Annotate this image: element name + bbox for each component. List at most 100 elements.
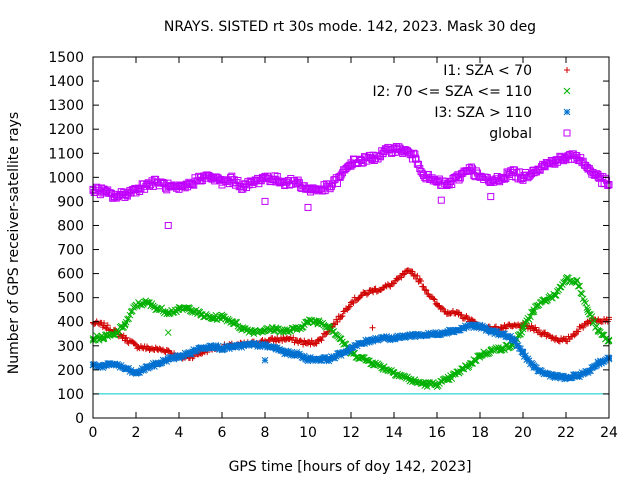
data-point [580,324,587,331]
data-point [594,358,602,366]
data-point [338,313,345,320]
data-point [292,351,300,358]
data-point [221,345,228,353]
x-tick-label: 0 [89,425,98,441]
data-point [190,181,198,189]
data-point [527,313,534,321]
data-point [518,328,526,336]
data-point [431,175,439,183]
data-point [572,152,580,160]
data-point [571,332,578,339]
data-point [598,331,605,338]
data-point [357,293,364,300]
data-point [335,173,343,181]
y-axis-title: Number of GPS receiver-satellite rays [6,112,22,374]
y-tick-label: 200 [57,363,84,379]
data-point [198,177,206,185]
data-point [579,157,587,165]
x-tick-label: 14 [385,425,403,441]
data-point [398,274,405,281]
data-point [595,360,603,368]
series-2 [89,274,613,391]
outlier-point [164,329,172,336]
x-tick-label: 24 [600,425,618,441]
data-point [267,177,275,185]
data-point [564,152,572,160]
data-point [365,290,372,297]
data-point [351,349,359,357]
data-point [593,322,601,330]
outlier-point [487,193,495,201]
data-point [313,340,320,347]
data-point [583,163,591,171]
x-tick-label: 12 [342,425,360,441]
data-point [325,357,333,365]
data-point [278,326,286,333]
data-point [226,345,233,353]
data-point [343,348,351,355]
data-point [275,177,283,185]
data-point [326,355,334,363]
data-point [386,336,394,344]
data-point [472,167,480,175]
x-axis-title: GPS time [hours of doy 142, 2023] [229,459,472,475]
y-tick-label: 1200 [48,122,84,138]
data-point [590,317,598,325]
data-point [288,348,296,356]
data-point [438,304,445,311]
data-point [339,313,346,320]
y-tick-label: 1500 [48,50,84,66]
data-point [471,357,479,365]
data-point [233,179,241,187]
data-point [314,187,322,195]
data-point [157,359,164,367]
legend-label: I3: SZA > 110 [434,105,532,121]
data-point [601,174,609,182]
data-point [460,325,468,332]
series-4 [89,143,613,202]
data-point [490,327,497,334]
y-tick-label: 700 [57,243,84,259]
data-point [273,344,281,352]
data-point [114,193,122,201]
legend-marker [563,129,571,137]
y-tick-label: 1000 [48,170,84,186]
data-point [101,320,108,327]
data-point [517,330,524,338]
data-point [181,184,189,192]
data-point [233,319,241,326]
data-point [501,175,509,183]
data-point [127,366,135,374]
data-point [423,383,431,390]
x-tick-label: 6 [218,425,227,441]
data-point [588,313,596,320]
data-point [573,276,581,284]
data-point [123,334,130,341]
data-point [407,333,415,340]
legend: I1: SZA < 70 I2: 70 <= SZA <= 110 I3: SZA … [372,63,571,142]
data-point [458,311,465,318]
data-point [435,302,442,309]
data-point [575,328,582,335]
data-point [288,180,296,188]
data-point [587,367,594,375]
data-point [512,337,519,345]
data-point [431,296,438,303]
data-point [594,170,602,178]
data-point [175,354,183,362]
data-point [284,348,292,355]
data-point [137,184,145,192]
data-point [599,173,607,181]
y-tick-label: 500 [57,291,84,307]
data-point [337,352,345,359]
data-point [477,352,485,360]
data-point [562,156,570,164]
data-point [331,354,339,362]
data-point [423,332,431,339]
y-tick-label: 400 [57,315,84,331]
data-point [418,278,425,285]
data-point [507,332,515,340]
x-tick-label: 22 [557,425,575,441]
data-point [422,286,429,293]
y-tick-label: 600 [57,267,84,283]
